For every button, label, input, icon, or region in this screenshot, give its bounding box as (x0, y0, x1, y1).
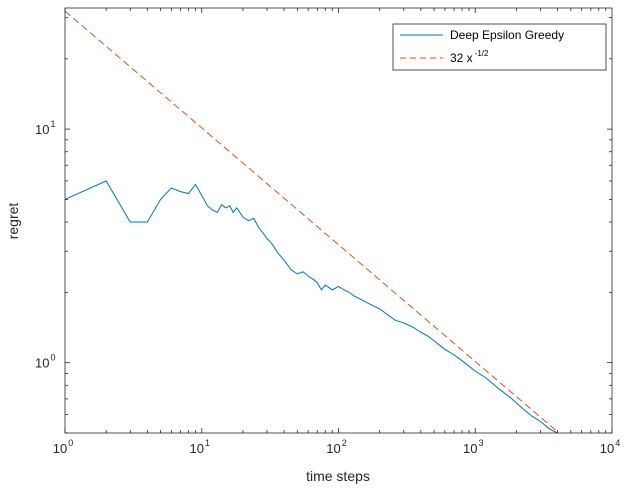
plot-area (65, 8, 612, 433)
x-tick-label-base: 10 (600, 441, 614, 456)
x-tick-label-exp: 4 (615, 438, 620, 448)
x-tick-label-exp: 3 (478, 438, 483, 448)
legend-label-reference-base: 32 x (450, 51, 473, 65)
x-tick-label-base: 10 (190, 441, 204, 456)
legend-box (392, 23, 607, 71)
y-tick-label: 100 (35, 353, 55, 371)
x-tick-label: 101 (190, 438, 210, 456)
x-tick-label-exp: 1 (205, 438, 210, 448)
x-tick-label: 102 (326, 438, 346, 456)
legend-label-reference-curve: 32 x -1/2 (450, 49, 489, 65)
x-tick-label: 104 (600, 438, 620, 456)
y-axis-label: regret (5, 203, 21, 240)
x-tick-label-base: 10 (53, 441, 67, 456)
y-tick-label: 101 (35, 119, 55, 137)
axes (64, 7, 613, 434)
x-tick-label-exp: 0 (68, 438, 73, 448)
x-tick-label: 100 (53, 438, 73, 456)
x-tick-label-base: 10 (463, 441, 477, 456)
series-lines (64, 10, 558, 434)
x-tick-labels: 100 101 102 103 104 (53, 438, 620, 456)
y-tick-label-exp: 1 (50, 119, 55, 129)
legend-label-reference-exp: -1/2 (475, 49, 489, 58)
y-tick-label-base: 10 (35, 122, 49, 137)
y-tick-label-exp: 0 (50, 353, 55, 363)
series-line-0 (64, 180, 558, 434)
x-tick-label-exp: 2 (342, 438, 347, 448)
x-tick-label-base: 10 (326, 441, 340, 456)
x-axis-label: time steps (306, 468, 370, 484)
series-line-1 (64, 10, 558, 433)
legend-label-deep-epsilon-greedy: Deep Epsilon Greedy (450, 28, 564, 42)
y-tick-label-base: 10 (35, 356, 49, 371)
legend: Deep Epsilon Greedy 32 x -1/2 (392, 23, 607, 71)
x-tick-label: 103 (463, 438, 483, 456)
